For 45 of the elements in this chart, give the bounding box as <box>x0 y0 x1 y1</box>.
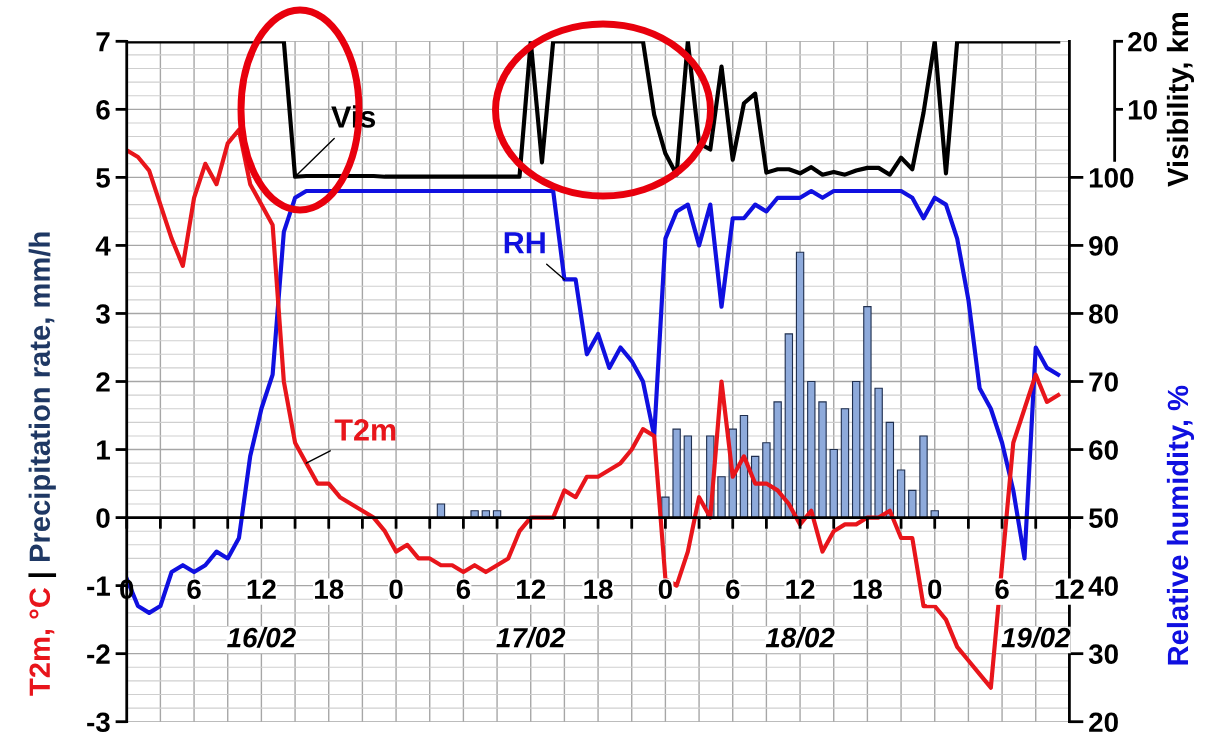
y-tick-label: 1 <box>97 440 110 460</box>
y2-tick-label: 30 <box>1088 644 1118 665</box>
x-tick-label: 6 <box>456 579 471 600</box>
y2-tick-label: 90 <box>1089 236 1118 256</box>
y-tick-label: 0 <box>96 508 110 528</box>
y-tick-label: 6 <box>96 100 110 120</box>
y-tick-label: -1 <box>87 576 110 596</box>
series-label: RH <box>504 232 545 254</box>
x-tick-label: 12 <box>517 579 546 599</box>
y2-tick-label: 80 <box>1089 304 1118 324</box>
annotation: 17/02 <box>496 627 566 648</box>
y2-axis-title: Relative humidity, % <box>1166 385 1195 665</box>
x-tick-label: 12 <box>786 579 815 599</box>
x-tick-label: 18 <box>853 579 882 600</box>
y2-tick-label: 40 <box>1088 576 1118 596</box>
x-tick-label: 18 <box>315 579 344 600</box>
y-tick-label: 7 <box>96 32 110 52</box>
x-tick-label: 18 <box>584 579 613 600</box>
y2-tick-label: 50 <box>1089 508 1118 528</box>
x-tick-label: 6 <box>187 579 201 600</box>
y3-axis-title: Visibility, km <box>1166 13 1195 187</box>
x-tick-label: 0 <box>658 579 672 600</box>
x-tick-label: 12 <box>247 579 276 599</box>
y-tick-label: 2 <box>96 372 110 392</box>
y3-tick-label: 20 <box>1128 31 1157 52</box>
y-tick-label: -2 <box>87 644 110 664</box>
y2-tick-label: 20 <box>1089 712 1118 733</box>
annotation: 19/02 <box>1001 627 1071 648</box>
y-tick-label: 3 <box>95 304 110 324</box>
y2-tick-label: 70 <box>1089 372 1118 392</box>
y3-tick-label: 10 <box>1128 100 1157 120</box>
x-tick-label: 12 <box>1055 579 1084 599</box>
y-tick-label: -3 <box>87 712 110 733</box>
x-tick-label: 0 <box>928 579 942 600</box>
y-tick-label: 4 <box>95 236 111 256</box>
y-tick-label: 5 <box>96 168 110 188</box>
x-tick-label: 0 <box>389 579 403 600</box>
x-tick-label: 6 <box>995 579 1009 600</box>
annotation: 16/02 <box>227 627 296 648</box>
y2-tick-label: 100 <box>1089 168 1134 188</box>
y2-tick-label: 60 <box>1089 440 1118 460</box>
y-axis-title: T2m, °C | Precipitation rate, mm/h <box>28 232 57 696</box>
x-tick-label: 6 <box>726 579 740 600</box>
annotation: 18/02 <box>765 627 835 648</box>
series-label: T2m <box>334 419 396 441</box>
